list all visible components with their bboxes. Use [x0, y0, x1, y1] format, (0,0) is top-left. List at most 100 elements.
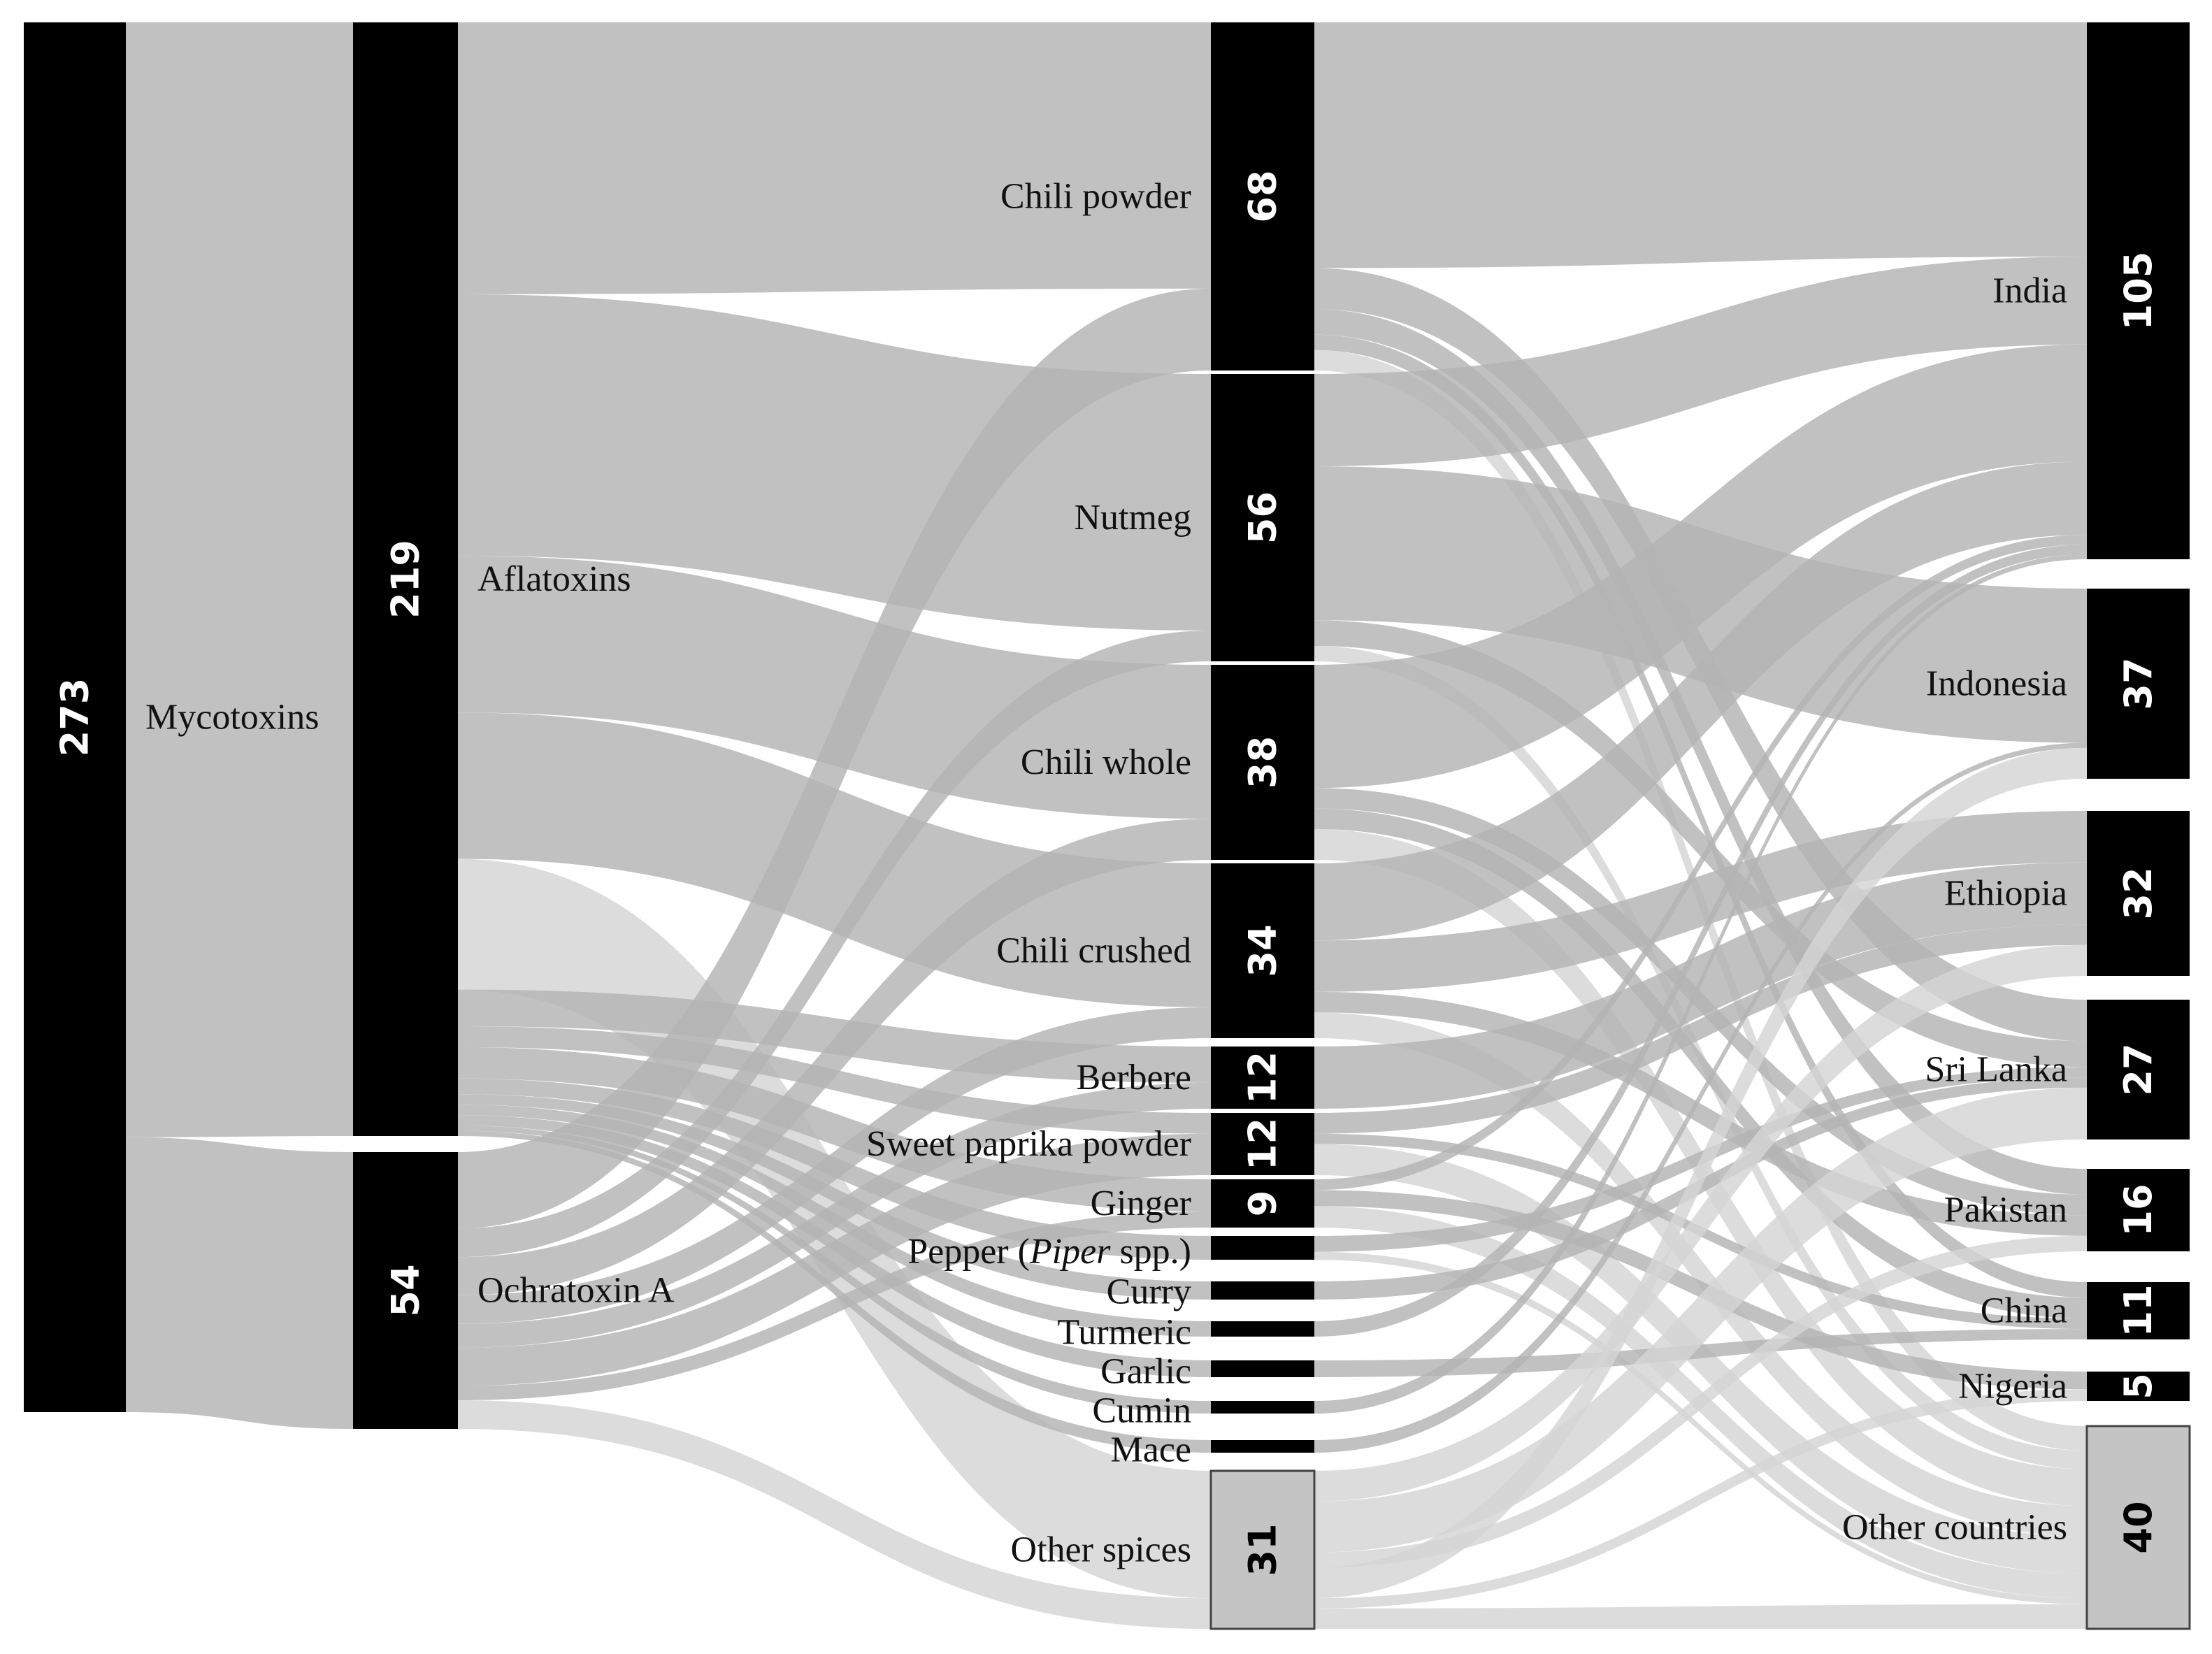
node-bar-nigeria: [2087, 1372, 2190, 1401]
node-bar-chili_powder: [1211, 22, 1314, 371]
node-label-curry: Curry: [1107, 1272, 1191, 1312]
flow-link-ochratoxin_a-to-ginger: [458, 1211, 1211, 1401]
node-label-part: spp.): [1110, 1232, 1191, 1272]
node-label-ginger: Ginger: [1091, 1184, 1191, 1223]
flow-link-aflatoxins-to-curry: [458, 1094, 1211, 1300]
node-bar-chili_crushed: [1211, 863, 1314, 1038]
node-label-india: India: [1992, 271, 2067, 311]
flow-link-nutmeg-to-india: [1314, 257, 2087, 467]
node-bar-sri_lanka: [2087, 1000, 2190, 1139]
node-bar-pakistan: [2087, 1169, 2190, 1251]
flow-link-chili_crushed-to-other_countries: [1314, 1012, 2087, 1537]
flow-link-other_spices-to-pakistan: [1314, 1235, 2087, 1568]
flow-link-chili_powder-to-india: [1314, 22, 2087, 268]
flow-link-mycotoxins_total-to-aflatoxins: [126, 22, 353, 1137]
flow-link-other_spices-to-sri_lanka: [1314, 1087, 2087, 1553]
node-bar-turmeric: [1211, 1321, 1314, 1337]
node-bar-berbere: [1211, 1047, 1314, 1109]
flow-link-turmeric-to-india: [1314, 545, 2087, 1337]
flow-link-sweet_paprika-to-ethiopia: [1314, 924, 2087, 1134]
flow-link-ochratoxin_a-to-sweet_paprika: [458, 1133, 1211, 1386]
node-label-turmeric: Turmeric: [1057, 1313, 1191, 1353]
flow-link-cumin-to-india: [1314, 554, 2087, 1414]
node-value-aflatoxins: 219: [384, 540, 428, 619]
node-bar-nutmeg: [1211, 374, 1314, 661]
flow-link-chili_crushed-to-india: [1314, 461, 2087, 941]
node-bar-aflatoxins: [353, 22, 458, 1136]
node-bar-chili_whole: [1211, 665, 1314, 860]
node-label-other_spices: Other spices: [1011, 1530, 1191, 1570]
node-bar-cumin: [1211, 1401, 1314, 1414]
node-value-sri_lanka: 27: [2116, 1043, 2160, 1095]
node-label-sweet_paprika: Sweet paprika powder: [866, 1124, 1191, 1164]
flow-link-aflatoxins-to-chili_crushed: [458, 712, 1211, 1007]
node-bar-pepper: [1211, 1236, 1314, 1260]
node-bar-china: [2087, 1282, 2190, 1339]
node-bar-sweet_paprika: [1211, 1113, 1314, 1175]
node-value-berbere: 12: [1241, 1051, 1285, 1104]
flow-link-aflatoxins-to-chili_powder: [458, 22, 1211, 294]
flow-link-other_spices-to-other_countries: [1314, 1604, 2087, 1629]
node-bar-mace: [1211, 1440, 1314, 1453]
node-value-mycotoxins_total: 273: [53, 678, 97, 757]
node-label-pakistan: Pakistan: [1944, 1191, 2067, 1230]
flow-link-ochratoxin_a-to-chili_whole: [458, 819, 1211, 1295]
node-bar-mycotoxins_total: [24, 22, 126, 1412]
flow-link-ochratoxin_a-to-chili_powder: [458, 288, 1211, 1229]
flow-link-nutmeg-to-sri_lanka: [1314, 620, 2087, 1067]
node-value-ochratoxin_a: 54: [384, 1264, 428, 1316]
node-value-nigeria: 5: [2116, 1373, 2160, 1400]
node-value-chili_whole: 38: [1241, 736, 1285, 789]
node-value-china: 11: [2116, 1284, 2160, 1337]
flow-link-chili_crushed-to-pakistan: [1314, 991, 2087, 1236]
node-bar-garlic: [1211, 1360, 1314, 1377]
flow-link-ochratoxin_a-to-berbere: [458, 1082, 1211, 1348]
node-label-garlic: Garlic: [1100, 1352, 1191, 1392]
node-label-other_countries: Other countries: [1842, 1508, 2067, 1548]
node-label-mycotoxins_total: Mycotoxins: [145, 698, 319, 738]
node-bar-india: [2087, 22, 2190, 559]
node-label-aflatoxins: Aflatoxins: [477, 559, 631, 599]
flow-link-mace-to-indonesia: [1314, 742, 2087, 1453]
nodes: [24, 22, 2191, 1630]
flow-link-ginger-to-india: [1314, 535, 2087, 1191]
node-label-chili_crushed: Chili crushed: [996, 931, 1191, 971]
node-label-sri_lanka: Sri Lanka: [1925, 1050, 2067, 1090]
flow-link-aflatoxins-to-mace: [458, 1130, 1211, 1453]
node-label-part: Pepper (: [907, 1232, 1030, 1272]
flow-link-ochratoxin_a-to-nutmeg: [458, 630, 1211, 1258]
flow-link-mycotoxins_total-to-ochratoxin_a: [126, 1137, 353, 1429]
node-value-other_countries: 40: [2116, 1501, 2160, 1553]
flow-link-garlic-to-china: [1314, 1329, 2087, 1377]
node-bar-ethiopia: [2087, 811, 2190, 976]
node-label-chili_whole: Chili whole: [1021, 742, 1191, 782]
flow-link-other_spices-to-nigeria: [1314, 1389, 2087, 1609]
node-bar-other_spices: [1209, 1469, 1316, 1630]
node-value-indonesia: 37: [2116, 657, 2160, 710]
node-label-ethiopia: Ethiopia: [1944, 874, 2067, 914]
node-label-berbere: Berbere: [1076, 1058, 1191, 1098]
flow-link-aflatoxins-to-nutmeg: [458, 294, 1211, 631]
flow-link-other_spices-to-indonesia: [1314, 747, 2087, 1599]
node-value-chili_crushed: 34: [1241, 924, 1285, 977]
node-bar-ginger: [1211, 1179, 1314, 1228]
flow-link-chili_whole-to-india: [1314, 344, 2087, 789]
node-value-chili_powder: 68: [1241, 170, 1285, 222]
flow-link-pepper-to-other_countries: [1314, 1251, 2087, 1604]
node-label-indonesia: Indonesia: [1926, 664, 2067, 704]
flow-link-chili_powder-to-china: [1314, 334, 2087, 1298]
node-label-china: China: [1981, 1291, 2067, 1331]
node-value-other_spices: 31: [1241, 1523, 1285, 1576]
node-bar-other_countries: [2085, 1425, 2191, 1630]
node-bar-indonesia: [2087, 589, 2190, 779]
node-label-nigeria: Nigeria: [1958, 1367, 2067, 1407]
node-label-nutmeg: Nutmeg: [1074, 498, 1191, 538]
node-label-ochratoxin_a: Ochratoxin A: [477, 1271, 675, 1311]
node-bar-curry: [1211, 1281, 1314, 1300]
node-value-pakistan: 16: [2116, 1184, 2160, 1236]
node-value-india: 105: [2116, 252, 2160, 331]
node-label-part: Piper: [1029, 1232, 1111, 1272]
flow-link-ginger-to-nigeria: [1314, 1190, 2087, 1390]
flow-link-ochratoxin_a-to-chili_crushed: [458, 1007, 1211, 1324]
